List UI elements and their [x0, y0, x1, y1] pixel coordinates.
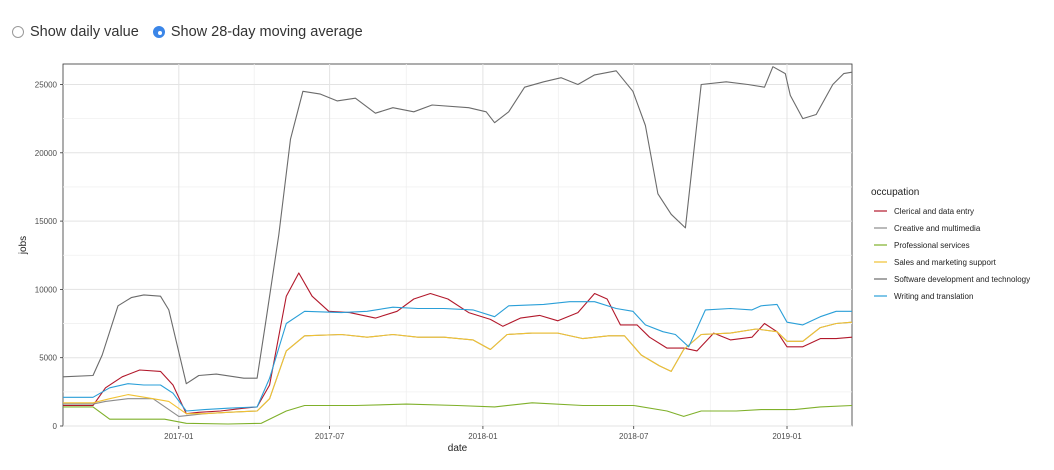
y-tick-label: 10000: [35, 285, 58, 294]
average-toggle-group: Show daily value Show 28-day moving aver…: [12, 24, 363, 40]
y-tick-label: 15000: [35, 217, 58, 226]
legend-label: Clerical and data entry: [894, 207, 974, 216]
series-line: [62, 66, 853, 385]
y-tick-label: 0: [53, 422, 58, 431]
x-tick-label: 2019-01: [772, 432, 802, 441]
grid-lines: [63, 64, 852, 427]
series-line: [63, 321, 853, 415]
show-moving-average-label: Show 28-day moving average: [170, 24, 363, 40]
series-line: [63, 402, 853, 425]
y-tick-label: 25000: [35, 80, 58, 89]
x-tick-label: 2018-01: [468, 432, 498, 441]
y-tick-label: 20000: [35, 149, 58, 158]
axes: 0 5000 10000 15000 20000 25000 2017-01 2017-07 2…: [35, 80, 802, 441]
radio-unselected-icon[interactable]: [12, 26, 24, 38]
series-lines: [62, 66, 853, 425]
show-moving-average-radio[interactable]: Show 28-day moving average: [152, 24, 363, 40]
legend: occupation Clerical and data entry Creati…: [871, 187, 1030, 301]
legend-title: occupation: [871, 187, 919, 198]
series-line: [63, 272, 853, 415]
plot-panel: [62, 63, 853, 427]
show-daily-value-label: Show daily value: [30, 24, 139, 40]
y-axis-title: jobs: [18, 236, 29, 255]
legend-label: Software development and technology: [894, 275, 1030, 284]
show-daily-value-radio[interactable]: Show daily value: [12, 24, 139, 40]
x-tick-label: 2017-01: [164, 432, 194, 441]
y-tick-label: 5000: [39, 354, 57, 363]
series-line: [63, 301, 852, 412]
x-tick-label: 2017-07: [315, 432, 345, 441]
legend-label: Creative and multimedia: [894, 224, 981, 233]
x-tick-label: 2018-07: [619, 432, 649, 441]
legend-label: Writing and translation: [894, 292, 973, 301]
legend-label: Professional services: [894, 241, 970, 250]
legend-label: Sales and marketing support: [894, 258, 997, 267]
x-axis-title: date: [448, 443, 468, 454]
radio-selected-icon[interactable]: [152, 26, 165, 38]
